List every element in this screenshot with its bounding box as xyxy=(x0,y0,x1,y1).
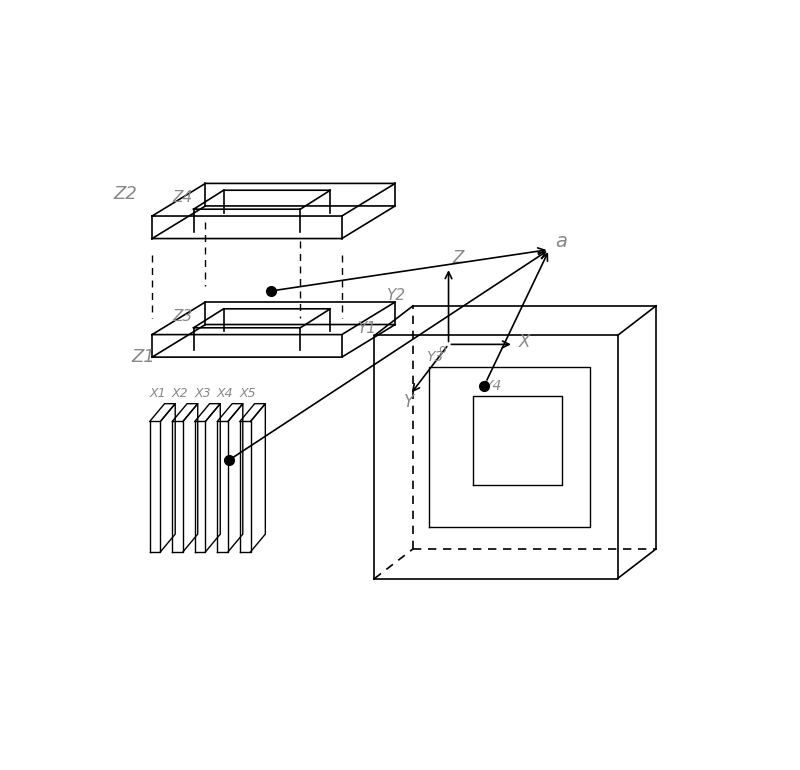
Text: Z3: Z3 xyxy=(173,309,193,323)
Text: X3: X3 xyxy=(194,387,211,400)
Text: X2: X2 xyxy=(172,387,188,400)
Text: X1: X1 xyxy=(149,387,166,400)
Text: X4: X4 xyxy=(217,387,234,400)
Text: Z2: Z2 xyxy=(114,185,138,203)
Text: Z: Z xyxy=(452,249,463,266)
Text: Y: Y xyxy=(404,393,414,410)
Text: a: a xyxy=(555,232,567,250)
Text: o: o xyxy=(438,343,446,357)
Text: Y3: Y3 xyxy=(426,350,444,363)
Text: X5: X5 xyxy=(239,387,256,400)
Text: Y1: Y1 xyxy=(357,320,376,336)
Text: Y4: Y4 xyxy=(485,380,502,393)
Text: Y2: Y2 xyxy=(386,288,405,303)
Text: Z4: Z4 xyxy=(173,190,193,205)
Text: Z1: Z1 xyxy=(131,348,155,367)
Text: X: X xyxy=(518,333,530,351)
